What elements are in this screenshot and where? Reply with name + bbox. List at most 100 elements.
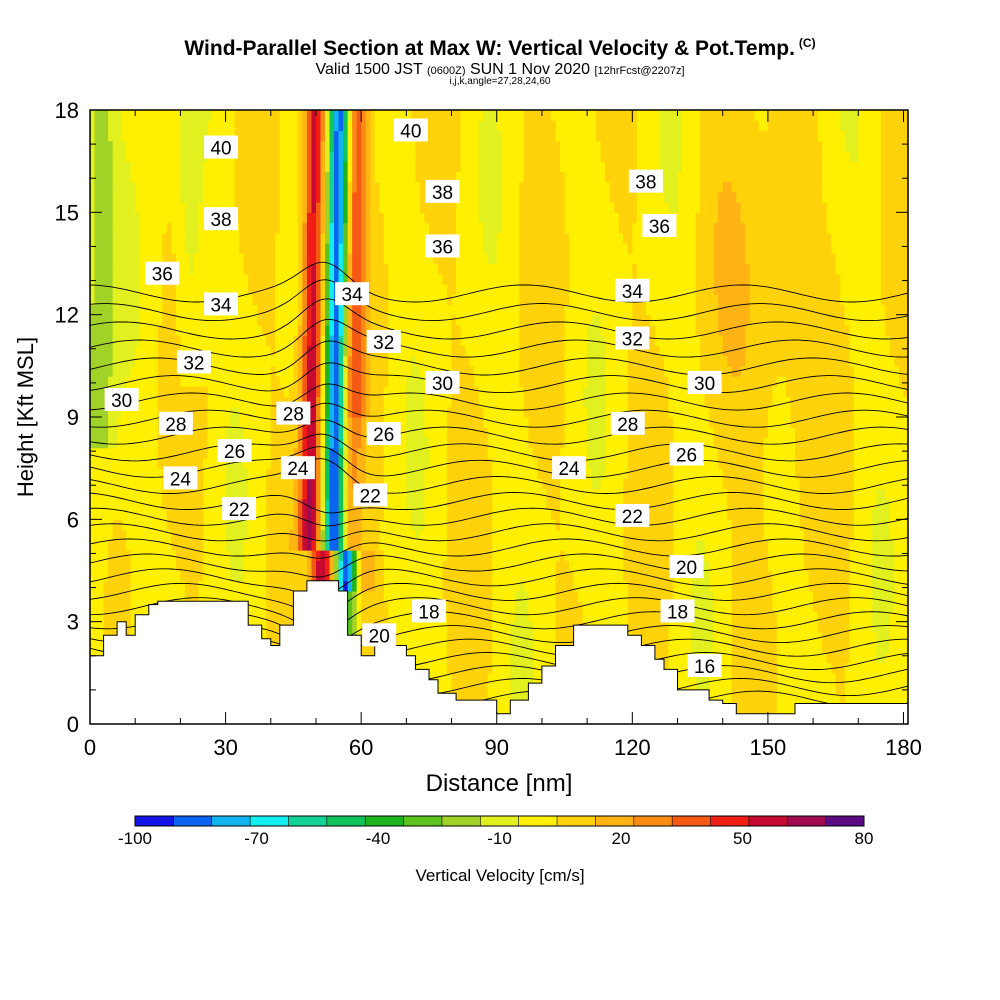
- velocity-cell: [198, 273, 204, 285]
- velocity-cell: [130, 161, 136, 172]
- velocity-cell: [230, 529, 236, 541]
- velocity-cell: [126, 580, 132, 592]
- velocity-cell: [352, 560, 358, 572]
- velocity-cell: [135, 539, 141, 551]
- velocity-cell: [456, 294, 462, 306]
- velocity-cell: [334, 222, 340, 234]
- velocity-cell: [221, 478, 227, 490]
- velocity-cell: [94, 212, 100, 224]
- velocity-cell: [189, 396, 195, 408]
- velocity-cell: [383, 130, 389, 142]
- velocity-cell: [451, 631, 457, 643]
- velocity-cell: [388, 355, 394, 367]
- velocity-cell: [243, 560, 249, 572]
- velocity-cell: [230, 314, 236, 326]
- velocity-cell: [99, 335, 105, 346]
- velocity-cell: [347, 181, 353, 193]
- velocity-cell: [325, 560, 331, 572]
- velocity-cell: [451, 304, 457, 316]
- velocity-cell: [248, 314, 254, 326]
- velocity-cell: [356, 253, 362, 265]
- velocity-cell: [397, 509, 403, 520]
- velocity-cell: [311, 519, 317, 531]
- velocity-cell: [315, 120, 322, 132]
- velocity-cell: [424, 335, 430, 346]
- velocity-cell: [126, 498, 132, 510]
- velocity-cell: [230, 161, 236, 172]
- velocity-cell: [392, 580, 398, 592]
- velocity-cell: [189, 335, 195, 346]
- velocity-cell: [320, 161, 326, 172]
- velocity-cell: [388, 222, 394, 234]
- velocity-cell: [90, 324, 96, 336]
- velocity-cell: [284, 150, 290, 162]
- velocity-cell: [437, 570, 444, 582]
- velocity-cell: [261, 212, 267, 224]
- velocity-cell: [94, 161, 100, 172]
- velocity-cell: [447, 130, 453, 142]
- velocity-cell: [261, 468, 267, 479]
- velocity-cell: [338, 181, 344, 193]
- velocity-cell: [221, 283, 227, 295]
- velocity-cell: [112, 314, 118, 326]
- velocity-cell: [447, 621, 453, 633]
- velocity-cell: [189, 294, 195, 306]
- velocity-cell: [248, 191, 254, 203]
- velocity-cell: [130, 191, 136, 203]
- velocity-cell: [406, 590, 412, 602]
- velocity-cell: [293, 580, 299, 592]
- velocity-cell: [424, 539, 430, 551]
- velocity-cell: [397, 314, 403, 326]
- velocity-cell: [193, 498, 200, 510]
- velocity-cell: [288, 529, 294, 541]
- velocity-cell: [90, 498, 96, 510]
- velocity-cell: [311, 202, 317, 213]
- velocity-cell: [225, 181, 231, 193]
- velocity-cell: [379, 560, 385, 572]
- velocity-cell: [112, 376, 118, 387]
- velocity-cell: [329, 232, 335, 244]
- velocity-cell: [248, 140, 254, 152]
- velocity-cell: [361, 232, 367, 244]
- velocity-cell: [243, 468, 249, 479]
- velocity-cell: [279, 478, 285, 490]
- velocity-cell: [234, 324, 240, 336]
- velocity-cell: [410, 529, 416, 541]
- velocity-cell: [279, 130, 285, 142]
- velocity-cell: [392, 202, 398, 213]
- velocity-cell: [94, 130, 100, 142]
- velocity-cell: [243, 232, 249, 244]
- velocity-cell: [447, 519, 453, 531]
- velocity-cell: [180, 283, 186, 295]
- velocity-cell: [221, 590, 227, 602]
- velocity-cell: [433, 498, 439, 510]
- velocity-cell: [419, 539, 426, 551]
- velocity-cell: [456, 417, 462, 428]
- velocity-cell: [130, 120, 136, 132]
- velocity-cell: [334, 191, 340, 203]
- velocity-cell: [424, 263, 430, 275]
- velocity-cell: [103, 611, 109, 623]
- velocity-cell: [180, 243, 186, 254]
- velocity-cell: [121, 263, 127, 275]
- velocity-cell: [275, 130, 281, 142]
- velocity-cell: [189, 314, 195, 326]
- velocity-cell: [130, 253, 136, 265]
- velocity-cell: [184, 437, 191, 449]
- velocity-cell: [216, 273, 222, 285]
- velocity-cell: [108, 519, 114, 531]
- velocity-cell: [320, 539, 326, 551]
- velocity-cell: [103, 212, 109, 224]
- velocity-cell: [248, 335, 254, 346]
- velocity-cell: [184, 140, 191, 152]
- velocity-cell: [428, 202, 435, 213]
- velocity-cell: [424, 509, 430, 520]
- velocity-cell: [410, 202, 416, 213]
- velocity-cell: [207, 488, 213, 500]
- velocity-cell: [356, 345, 362, 357]
- velocity-cell: [352, 232, 358, 244]
- velocity-cell: [370, 283, 376, 295]
- velocity-cell: [460, 304, 466, 316]
- velocity-cell: [108, 468, 114, 479]
- velocity-cell: [415, 161, 421, 172]
